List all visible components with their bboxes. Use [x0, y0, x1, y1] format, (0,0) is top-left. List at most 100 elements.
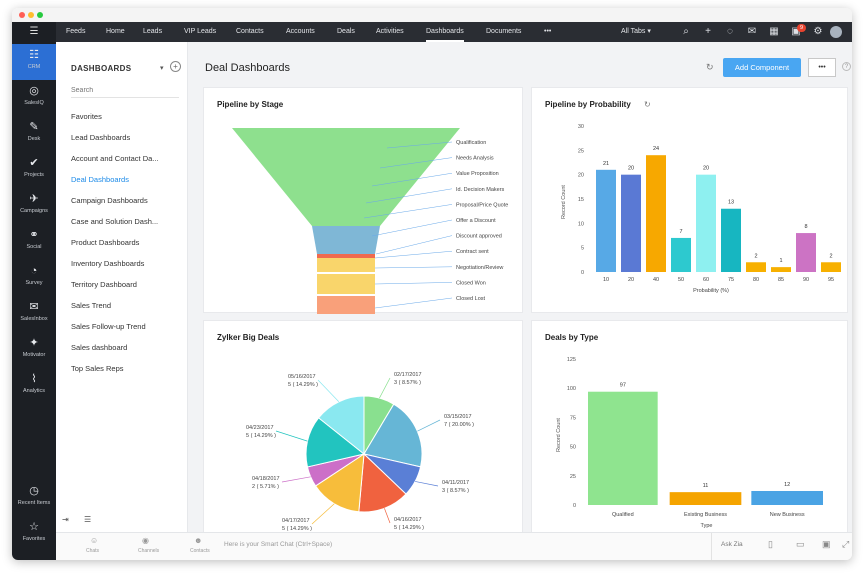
- close-window-dot[interactable]: [19, 12, 25, 18]
- nav-tab-[interactable]: •••: [544, 28, 552, 35]
- pie-date-label: 04/17/2017: [282, 518, 310, 524]
- sidebar-list-icon[interactable]: ☰: [84, 515, 92, 524]
- add-icon[interactable]: +: [705, 26, 711, 37]
- refresh-icon[interactable]: ↻: [706, 62, 714, 72]
- funnel-leader-line: [375, 235, 453, 255]
- rail-item-crm[interactable]: ☷ CRM: [12, 44, 56, 80]
- file-icon[interactable]: ▭: [796, 539, 805, 549]
- rail-item-survey[interactable]: ◔ Survey: [12, 260, 56, 296]
- y-tick-label: 75: [570, 415, 576, 421]
- search-icon[interactable]: ⌕: [683, 26, 689, 37]
- help-icon[interactable]: ?: [842, 62, 851, 71]
- ask-zia-button[interactable]: Ask Zia: [721, 541, 743, 548]
- sidebar-item[interactable]: Deal Dashboards: [71, 175, 129, 184]
- popout-icon[interactable]: ⤢: [842, 539, 850, 549]
- pie-slice: [358, 452, 407, 513]
- sidebar-item[interactable]: Product Dashboards: [71, 238, 140, 247]
- x-axis-label: Type: [701, 523, 713, 529]
- y-tick-label: 0: [573, 503, 576, 509]
- bar: [751, 490, 823, 505]
- channels-icon[interactable]: ◉: [142, 536, 149, 545]
- desk-icon: ✎: [29, 121, 39, 133]
- bar: [671, 237, 691, 272]
- nav-tab-contacts[interactable]: Contacts: [236, 28, 264, 35]
- settings-icon[interactable]: ⚙: [813, 26, 823, 37]
- maximize-window-dot[interactable]: [37, 12, 43, 18]
- menu-icon[interactable]: ☰: [29, 26, 39, 37]
- chat-icon[interactable]: ◌: [727, 26, 733, 37]
- sidebar-header: DASHBOARDS: [71, 64, 132, 73]
- sidebar-item[interactable]: Lead Dashboards: [71, 133, 131, 142]
- rail-item-analytics[interactable]: ⌇ Analytics: [12, 368, 56, 404]
- pie-value-label: 7 ( 20.00% ): [444, 422, 474, 428]
- image-icon[interactable]: ▣: [822, 539, 831, 549]
- nav-tab-activities[interactable]: Activities: [376, 28, 404, 35]
- document-icon[interactable]: ▯: [768, 539, 773, 549]
- nav-tab-home[interactable]: Home: [106, 28, 125, 35]
- rail-item-campaigns[interactable]: ✈ Campaigns: [12, 188, 56, 224]
- sidebar-item[interactable]: Sales dashboard: [71, 343, 128, 352]
- rail-item-recent[interactable]: ◷ Recent Items: [12, 480, 56, 516]
- funnel-leader-line: [374, 250, 453, 259]
- add-component-button[interactable]: Add Component: [723, 58, 801, 77]
- contacts-icon[interactable]: ☻: [194, 536, 203, 545]
- sidebar-item[interactable]: Favorites: [71, 112, 102, 121]
- notifications-icon[interactable]: ▣: [791, 26, 801, 37]
- reload-icon[interactable]: ↻: [644, 100, 651, 109]
- card-title: Zylker Big Deals: [217, 333, 280, 342]
- rail-label: Projects: [24, 172, 44, 178]
- funnel-stage-label: Needs Analysis: [456, 156, 494, 162]
- nav-tab-feeds[interactable]: Feeds: [66, 28, 86, 35]
- sidebar-item[interactable]: Sales Follow-up Trend: [71, 322, 146, 331]
- all-tabs-dropdown[interactable]: All Tabs ▾: [621, 28, 651, 35]
- app-rail: ☰ ☷ CRM ◎ SalesIQ ✎ Desk ✔ Projects ✈ Campaigns ⚭ S…: [12, 22, 56, 560]
- nav-tab-dashboards[interactable]: Dashboards: [426, 22, 464, 42]
- chevron-down-icon[interactable]: ▾: [160, 65, 164, 72]
- rail-label: SalesInbox: [20, 316, 48, 322]
- chats-icon[interactable]: ☺: [90, 536, 99, 545]
- pie-slice: [317, 395, 365, 456]
- nav-tab-documents[interactable]: Documents: [486, 28, 522, 35]
- sidebar-item[interactable]: Account and Contact Da...: [71, 154, 159, 163]
- more-options-button[interactable]: •••: [808, 58, 836, 77]
- bar-value-label: 13: [728, 200, 734, 206]
- y-tick-label: 50: [570, 445, 576, 451]
- nav-tab-leads[interactable]: Leads: [143, 28, 163, 35]
- pie-value-label: 3 ( 8.57% ): [394, 380, 421, 386]
- calendar-icon[interactable]: ▦: [769, 26, 779, 37]
- rail-item-social[interactable]: ⚭ Social: [12, 224, 56, 260]
- pipeline-by-probability-card: Pipeline by Probability ↻ 30 25 20 15 10 5 0 Re…: [531, 87, 848, 313]
- sidebar-item[interactable]: Top Sales Reps: [71, 364, 124, 373]
- y-tick-label: 125: [567, 357, 576, 363]
- rail-item-favorites[interactable]: ☆ Favorites: [12, 516, 56, 552]
- funnel-stage-label: Qualification: [456, 140, 486, 146]
- sidebar-search-input[interactable]: [71, 84, 179, 98]
- sidebar-item[interactable]: Inventory Dashboards: [71, 259, 145, 268]
- nav-tab-accounts[interactable]: Accounts: [286, 28, 315, 35]
- rail-item-salesiq[interactable]: ◎ SalesIQ: [12, 80, 56, 116]
- bar: [588, 391, 658, 505]
- sidebar-item[interactable]: Campaign Dashboards: [71, 196, 148, 205]
- mail-icon[interactable]: ✉: [747, 26, 757, 37]
- funnel-stage-label: Negotiation/Review: [456, 265, 503, 271]
- rail-item-projects[interactable]: ✔ Projects: [12, 152, 56, 188]
- top-navigation: Feeds Home Leads VIP Leads Contacts Accounts D…: [56, 22, 852, 42]
- add-dashboard-icon[interactable]: +: [170, 61, 181, 72]
- collapse-sidebar-icon[interactable]: ⇥: [62, 515, 69, 524]
- y-tick-label: 20: [578, 173, 584, 179]
- x-tick-label: 90: [803, 277, 809, 283]
- nav-tab-vip-leads[interactable]: VIP Leads: [184, 28, 217, 35]
- user-avatar[interactable]: [830, 26, 842, 38]
- sidebar-item[interactable]: Territory Dashboard: [71, 280, 137, 289]
- smart-chat-input[interactable]: Here is your Smart Chat (Ctrl+Space): [224, 541, 333, 548]
- dashboard-main: Deal Dashboards ↻ Add Component ••• ? Pi…: [188, 42, 852, 534]
- rail-item-desk[interactable]: ✎ Desk: [12, 116, 56, 152]
- minimize-window-dot[interactable]: [28, 12, 34, 18]
- pie-leader-line: [281, 476, 311, 483]
- rail-item-salesinbox[interactable]: ✉ SalesInbox: [12, 296, 56, 332]
- card-title: Pipeline by Probability: [545, 100, 631, 109]
- rail-item-motivator[interactable]: ✦ Motivator: [12, 332, 56, 368]
- sidebar-item[interactable]: Sales Trend: [71, 301, 112, 310]
- nav-tab-deals[interactable]: Deals: [337, 28, 355, 35]
- sidebar-item[interactable]: Case and Solution Dash...: [71, 217, 159, 226]
